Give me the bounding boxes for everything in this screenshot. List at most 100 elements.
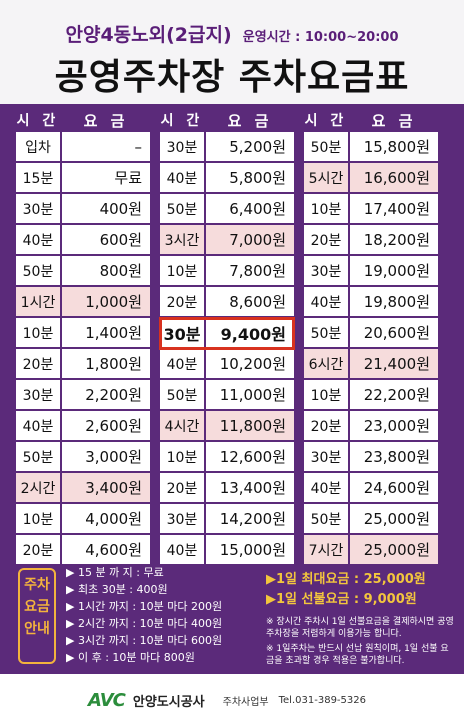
time-cell: 30분	[304, 256, 350, 285]
table-row: 20분 18,200원	[304, 225, 438, 256]
time-cell: 30분	[160, 318, 206, 347]
fee-cell: 16,600원	[350, 167, 438, 188]
time-cell: 3시간	[160, 225, 206, 254]
table-row: 6시간 21,400원	[304, 349, 438, 380]
time-cell: 50분	[304, 504, 350, 533]
time-cell: 40분	[16, 225, 62, 254]
table-row: 10분 1,400원	[16, 318, 150, 349]
table-row: 40분 15,000원	[160, 535, 294, 566]
fee-cell: 3,400원	[62, 477, 150, 498]
time-cell: 15분	[16, 163, 62, 192]
table-row: 30분 14,200원	[160, 504, 294, 535]
fee-cell: 10,200원	[219, 355, 286, 373]
org-name: 안양도시공사	[132, 694, 205, 710]
fee-cell: 21,400원	[350, 353, 438, 374]
table-row: 30분 9,400원	[159, 317, 295, 350]
table-row: 20분 23,000원	[304, 411, 438, 442]
fee-cell: 9,400원	[220, 324, 286, 344]
fee-cell: 13,400원	[219, 479, 286, 497]
fee-cell: 3,000원	[85, 448, 142, 466]
page-title: 공영주차장 주차요금표	[54, 57, 410, 98]
time-cell: 30분	[160, 504, 206, 533]
table-row: 4시간 11,800원	[160, 411, 294, 442]
department: 주차사업부	[222, 696, 269, 708]
fee-cell: 5,200원	[229, 138, 286, 156]
fee-cell: 25,000원	[363, 510, 430, 528]
time-cell: 40분	[160, 535, 206, 564]
fee-cell: 23,000원	[363, 417, 430, 435]
time-cell: 5시간	[304, 163, 350, 192]
org-logo: AVC 안양도시공사	[88, 690, 205, 711]
table-row: 50분 3,000원	[16, 442, 150, 473]
rule-item: ▶ 15 분 까 지 : 무료	[66, 566, 164, 579]
fee-notice: 주차 요금 안내 ▶ 15 분 까 지 : 무료 ▶ 최초 30분 : 400원…	[18, 560, 454, 670]
daily-limits: ▶1일 최대요금 : 25,000원 ▶1일 선불요금 : 9,000원 ※ 장…	[266, 570, 456, 667]
time-cell: 7시간	[304, 535, 350, 564]
rule-item: ▶ 1시간 까지 : 10분 마다 200원	[66, 600, 223, 613]
header-fee: 요 금	[371, 111, 417, 130]
header-time: 시 간	[160, 108, 206, 132]
time-cell: 20분	[304, 411, 350, 440]
fee-cell: 2,600원	[85, 417, 142, 435]
table-row: 10분 12,600원	[160, 442, 294, 473]
table-row: 30분 400원	[16, 194, 150, 225]
time-cell: 40분	[160, 349, 206, 378]
time-cell: 40분	[160, 163, 206, 192]
time-cell: 50분	[16, 442, 62, 471]
table-row: 20분 13,400원	[160, 473, 294, 504]
badge-line: 요금	[24, 599, 50, 615]
time-cell: 20분	[160, 473, 206, 502]
time-cell: 50분	[304, 132, 350, 161]
fee-cell: 22,200원	[363, 386, 430, 404]
table-row: 40분 19,800원	[304, 287, 438, 318]
fee-cell: 12,600원	[219, 448, 286, 466]
fee-cell: 14,200원	[219, 510, 286, 528]
notice-notes: ※ 장시간 주차시 1일 선불요금을 결제하시면 공영주차장을 저렴하게 이용가…	[266, 616, 456, 667]
fee-cell: 4,600원	[85, 541, 142, 559]
fee-cell: 8,600원	[229, 293, 286, 311]
time-cell: 30분	[160, 132, 206, 161]
sign-header: 안양4동노외(2급지) 운영시간 : 10:00~20:00 공영주차장 주차요…	[0, 0, 464, 104]
table-row: 20분 1,800원	[16, 349, 150, 380]
sign-footer: AVC 안양도시공사 주차사업부 Tel.031-389-5326	[0, 674, 464, 726]
time-cell: 20분	[16, 349, 62, 378]
time-cell: 1시간	[16, 287, 62, 316]
fee-cell: 11,800원	[206, 415, 294, 436]
note-item: ※ 1일주차는 반드시 선납 원칙이며, 1일 선불 요금을 초과할 경우 적용…	[266, 644, 449, 666]
table-row: 40분 5,800원	[160, 163, 294, 194]
table-row: 40분 10,200원	[160, 349, 294, 380]
fee-cell: 7,800원	[229, 262, 286, 280]
time-cell: 30분	[16, 380, 62, 409]
table-row: 20분 8,600원	[160, 287, 294, 318]
table-row: 50분 20,600원	[304, 318, 438, 349]
table-row: 30분 23,800원	[304, 442, 438, 473]
table-row: 50분 800원	[16, 256, 150, 287]
fee-cell: 18,200원	[363, 231, 430, 249]
note-item: ※ 장시간 주차시 1일 선불요금을 결제하시면 공영주차장을 저렴하게 이용가…	[266, 617, 454, 639]
time-cell: 10분	[16, 318, 62, 347]
time-cell: 50분	[160, 194, 206, 223]
time-cell: 50분	[304, 318, 350, 347]
table-row: 30분 19,000원	[304, 256, 438, 287]
time-cell: 50분	[16, 256, 62, 285]
fee-cell: 23,800원	[363, 448, 430, 466]
table-row: 입차 –	[16, 132, 150, 163]
table-row: 10분 17,400원	[304, 194, 438, 225]
fee-cell: –	[134, 137, 143, 156]
time-cell: 10분	[304, 380, 350, 409]
rule-item: ▶ 이 후 : 10분 마다 800원	[66, 651, 195, 664]
table-row: 10분 22,200원	[304, 380, 438, 411]
place-name: 안양4동노외(2급지)	[65, 24, 232, 46]
time-cell: 10분	[304, 194, 350, 223]
fee-cell: 1,400원	[85, 324, 142, 342]
fee-cell: 15,000원	[219, 541, 286, 559]
table-row: 50분 15,800원	[304, 132, 438, 163]
table-row: 7시간 25,000원	[304, 535, 438, 566]
badge-line: 안내	[24, 621, 50, 637]
table-row: 30분 5,200원	[160, 132, 294, 163]
operating-hours: 운영시간 : 10:00~20:00	[242, 30, 399, 45]
time-cell: 40분	[304, 287, 350, 316]
badge-line: 주차	[24, 577, 50, 593]
